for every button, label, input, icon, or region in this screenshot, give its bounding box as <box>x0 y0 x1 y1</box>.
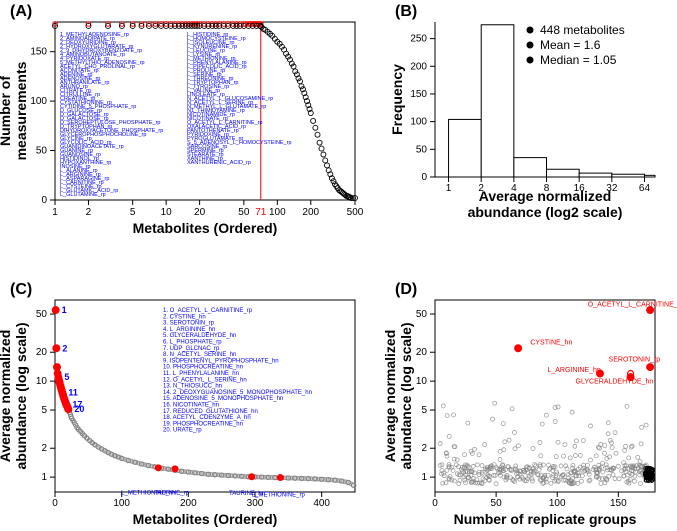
svg-text:Median = 1.05: Median = 1.05 <box>540 53 617 67</box>
svg-text:400: 400 <box>313 498 330 509</box>
svg-text:Average normalizedabundance (l: Average normalizedabundance (log scale) <box>382 322 414 469</box>
svg-text:100: 100 <box>410 117 427 128</box>
svg-text:16. NICOTINATE_hn: 16. NICOTINATE_hn <box>163 403 219 409</box>
svg-text:50: 50 <box>36 146 48 157</box>
svg-text:20. URATE_rp: 20. URATE_rp <box>163 428 202 434</box>
svg-text:0: 0 <box>421 172 427 183</box>
svg-text:100: 100 <box>549 498 566 509</box>
svg-text:(B): (B) <box>395 3 417 20</box>
svg-text:150: 150 <box>410 89 427 100</box>
svg-text:(C): (C) <box>10 281 32 298</box>
svg-text:abundance (log2 scale): abundance (log2 scale) <box>468 204 623 220</box>
svg-text:10: 10 <box>161 207 173 218</box>
svg-text:2: 2 <box>86 207 92 218</box>
svg-text:20: 20 <box>416 347 428 358</box>
svg-text:4. L_ARGININE_hn: 4. L_ARGININE_hn <box>163 327 215 333</box>
svg-text:10: 10 <box>416 376 428 387</box>
svg-text:1: 1 <box>62 305 67 315</box>
svg-text:2: 2 <box>421 443 427 454</box>
svg-text:50: 50 <box>36 309 48 320</box>
svg-text:1: 1 <box>421 472 427 483</box>
svg-text:150: 150 <box>610 498 627 509</box>
svg-text:(A): (A) <box>10 3 32 20</box>
svg-text:Mean = 1.6: Mean = 1.6 <box>540 38 601 52</box>
svg-text:6. L_PHOSPHATE_rp: 6. L_PHOSPHATE_rp <box>163 340 222 346</box>
svg-text:13. N_THIOSUCC_hn: 13. N_THIOSUCC_hn <box>163 384 222 390</box>
svg-text:11: 11 <box>68 388 78 398</box>
svg-text:2: 2 <box>62 343 67 353</box>
svg-text:1. O_ACETYL_L_CARNITINE_rp: 1. O_ACETYL_L_CARNITINE_rp <box>163 308 253 314</box>
svg-text:SEROTONIN_rp: SEROTONIN_rp <box>609 357 661 364</box>
svg-text:50: 50 <box>416 309 428 320</box>
svg-text:L_GLUTAMINE_rp: L_GLUTAMINE_rp <box>60 192 106 198</box>
svg-text:Average normalizedabundance (l: Average normalizedabundance (log scale) <box>0 322 29 469</box>
svg-text:100: 100 <box>113 498 130 509</box>
svg-text:50: 50 <box>238 207 250 218</box>
svg-text:Metabolites (Ordered): Metabolites (Ordered) <box>133 511 278 527</box>
svg-text:15. ADENOSINE_5_MONOPHOSPHATE_: 15. ADENOSINE_5_MONOPHOSPHATE_hn <box>163 396 283 402</box>
svg-text:10: 10 <box>36 376 48 387</box>
svg-text:200: 200 <box>302 207 319 218</box>
svg-text:500: 500 <box>347 207 364 218</box>
svg-text:5: 5 <box>130 207 136 218</box>
svg-text:20: 20 <box>74 404 84 414</box>
svg-text:200: 200 <box>410 61 427 72</box>
svg-text:64: 64 <box>639 183 651 194</box>
svg-text:1: 1 <box>446 183 452 194</box>
svg-text:100: 100 <box>30 96 47 107</box>
svg-text:L_ARGININE_hn: L_ARGININE_hn <box>547 367 600 374</box>
svg-text:10. PHOSPHOCREATINE_hn: 10. PHOSPHOCREATINE_hn <box>163 365 243 371</box>
svg-text:18. ACETYL_COENZYME_A_hn: 18. ACETYL_COENZYME_A_hn <box>163 415 251 421</box>
svg-text:2. CYSTINE_hn: 2. CYSTINE_hn <box>163 314 206 320</box>
svg-text:Number of replicate groups: Number of replicate groups <box>454 511 637 527</box>
svg-text:5. GLYCERALDEHYDE_hn: 5. GLYCERALDEHYDE_hn <box>163 333 236 339</box>
svg-text:20: 20 <box>194 207 206 218</box>
svg-text:14. 2_DEOXYGUANOSINE_5_MONOPHO: 14. 2_DEOXYGUANOSINE_5_MONOPHOSPHATE_hn <box>163 390 312 396</box>
svg-text:17. REDUCED_GLUTATHIONE_hn: 17. REDUCED_GLUTATHIONE_hn <box>163 409 258 415</box>
svg-text:XANTHURENIC_ACID_rp: XANTHURENIC_ACID_rp <box>187 160 251 166</box>
svg-text:200: 200 <box>180 498 197 509</box>
svg-text:2: 2 <box>41 443 47 454</box>
svg-text:3. SEROTONIN_rp: 3. SEROTONIN_rp <box>163 321 215 327</box>
svg-text:8. N_ACETYL_SERINE_hn: 8. N_ACETYL_SERINE_hn <box>163 352 236 358</box>
svg-text:100: 100 <box>269 207 286 218</box>
svg-text:1: 1 <box>52 207 58 218</box>
svg-text:GLYCERALDEHYDE_hn: GLYCERALDEHYDE_hn <box>576 378 654 385</box>
svg-text:Number ofmeasurements: Number ofmeasurements <box>0 61 29 160</box>
svg-text:250: 250 <box>410 34 427 45</box>
svg-text:20: 20 <box>36 347 48 358</box>
svg-text:Metabolites (Ordered): Metabolites (Ordered) <box>133 220 278 236</box>
svg-text:Frequency: Frequency <box>389 64 405 135</box>
svg-text:0: 0 <box>52 498 58 509</box>
svg-text:448 metabolites: 448 metabolites <box>540 23 625 37</box>
svg-text:11. L_PHENYLALANINE_hn: 11. L_PHENYLALANINE_hn <box>163 371 239 377</box>
svg-text:0: 0 <box>432 498 438 509</box>
svg-text:7. UDP_GLCNAC_rp: 7. UDP_GLCNAC_rp <box>163 346 220 352</box>
svg-text:Average normalized: Average normalized <box>479 188 612 204</box>
svg-text:9. ISOPENTENYL_PYROPHOSPHATE_h: 9. ISOPENTENYL_PYROPHOSPHATE_hn <box>163 358 279 364</box>
svg-text:5: 5 <box>421 405 427 416</box>
svg-text:50: 50 <box>491 498 503 509</box>
svg-text:19. PHOSPHOCREATINE_hn: 19. PHOSPHOCREATINE_hn <box>163 421 243 427</box>
svg-text:5: 5 <box>64 372 69 382</box>
svg-text:71: 71 <box>255 207 267 218</box>
svg-text:300: 300 <box>247 498 264 509</box>
svg-text:0: 0 <box>41 195 47 206</box>
svg-text:CYSTINE_hn: CYSTINE_hn <box>530 340 572 347</box>
svg-text:12. O_ACETYL_L_SERINE_hn: 12. O_ACETYL_L_SERINE_hn <box>163 377 247 383</box>
svg-text:1: 1 <box>41 472 47 483</box>
svg-text:150: 150 <box>30 47 47 58</box>
svg-text:TAURINE_rp: TAURINE_rp <box>154 490 189 496</box>
svg-text:5: 5 <box>41 405 47 416</box>
svg-text:50: 50 <box>416 144 428 155</box>
svg-text:O_ACETYL_L_CARNITINE_rp: O_ACETYL_L_CARNITINE_rp <box>588 301 677 308</box>
svg-text:L_METHIONINE_rp: L_METHIONINE_rp <box>252 492 306 498</box>
svg-text:(D): (D) <box>395 281 417 298</box>
